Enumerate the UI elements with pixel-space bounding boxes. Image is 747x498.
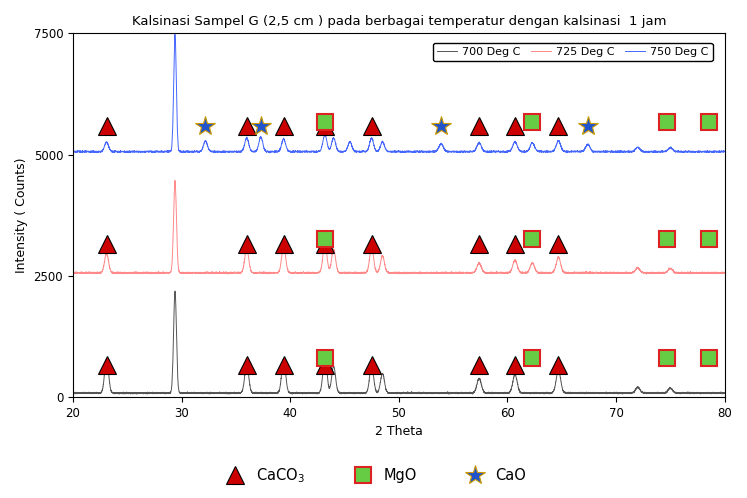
Line: 750 Deg C: 750 Deg C (73, 34, 725, 153)
750 Deg C (170, 31, 179, 37)
700 Deg C (69, 389, 78, 395)
750 Deg C (314, 148, 323, 154)
700 Deg C (223, 390, 232, 396)
725 Deg C (314, 269, 323, 275)
750 Deg C (715, 148, 724, 154)
700 Deg C (220, 390, 229, 396)
750 Deg C (69, 148, 78, 154)
Line: 700 Deg C: 700 Deg C (73, 291, 725, 394)
725 Deg C (642, 271, 651, 277)
725 Deg C (223, 270, 232, 276)
700 Deg C (720, 390, 729, 396)
750 Deg C (266, 150, 275, 156)
750 Deg C (223, 148, 232, 154)
700 Deg C (715, 389, 724, 395)
725 Deg C (226, 270, 235, 276)
Legend: CaCO$_3$, MgO, CaO: CaCO$_3$, MgO, CaO (215, 460, 532, 491)
750 Deg C (220, 149, 229, 155)
750 Deg C (720, 148, 729, 154)
725 Deg C (69, 269, 78, 275)
Line: 725 Deg C: 725 Deg C (73, 180, 725, 274)
725 Deg C (170, 177, 179, 183)
700 Deg C (226, 390, 235, 396)
725 Deg C (361, 269, 370, 275)
700 Deg C (361, 390, 370, 396)
Y-axis label: Intensity ( Counts): Intensity ( Counts) (15, 157, 28, 273)
725 Deg C (720, 270, 729, 276)
750 Deg C (226, 148, 235, 154)
700 Deg C (314, 389, 323, 395)
Legend: 700 Deg C, 725 Deg C, 750 Deg C: 700 Deg C, 725 Deg C, 750 Deg C (433, 42, 713, 61)
725 Deg C (715, 270, 724, 276)
750 Deg C (361, 148, 370, 154)
Title: Kalsinasi Sampel G (2,5 cm ) pada berbagai temperatur dengan kalsinasi  1 jam: Kalsinasi Sampel G (2,5 cm ) pada berbag… (131, 15, 666, 28)
725 Deg C (220, 270, 229, 276)
X-axis label: 2 Theta: 2 Theta (375, 425, 423, 438)
700 Deg C (288, 391, 297, 397)
700 Deg C (170, 288, 179, 294)
